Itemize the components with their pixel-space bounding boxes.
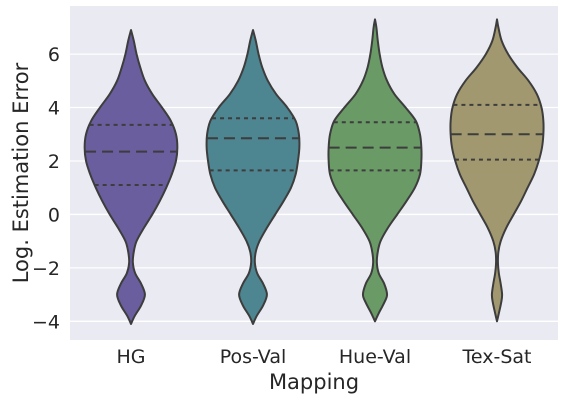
y-tick-label: 6: [48, 44, 60, 66]
y-tick-labels: −4 −2 0 2 4 6: [32, 44, 60, 333]
y-tick-label: 2: [48, 151, 60, 173]
violins: [83, 18, 545, 325]
y-axis-label: Log. Estimation Error: [9, 62, 33, 283]
violin-body: [327, 18, 423, 323]
violin-hue-val: [327, 18, 423, 323]
x-axis-label: Mapping: [269, 370, 359, 394]
x-tick-label: Tex-Sat: [462, 346, 532, 368]
y-tick-label: −2: [32, 258, 60, 280]
y-tick-label: 0: [48, 204, 60, 226]
x-tick-labels: HG Pos-Val Hue-Val Tex-Sat: [116, 346, 531, 368]
x-tick-label: Hue-Val: [339, 346, 411, 368]
x-tick-label: Pos-Val: [220, 346, 287, 368]
violin-pos-val: [205, 29, 301, 325]
y-tick-label: −4: [32, 311, 60, 333]
violin-tex-sat: [449, 18, 545, 323]
violin-body: [83, 29, 179, 325]
violin-body: [205, 29, 301, 325]
y-tick-label: 4: [48, 98, 60, 120]
violin-hg: [83, 29, 179, 325]
violin-body: [449, 18, 545, 323]
x-tick-label: HG: [116, 346, 145, 368]
